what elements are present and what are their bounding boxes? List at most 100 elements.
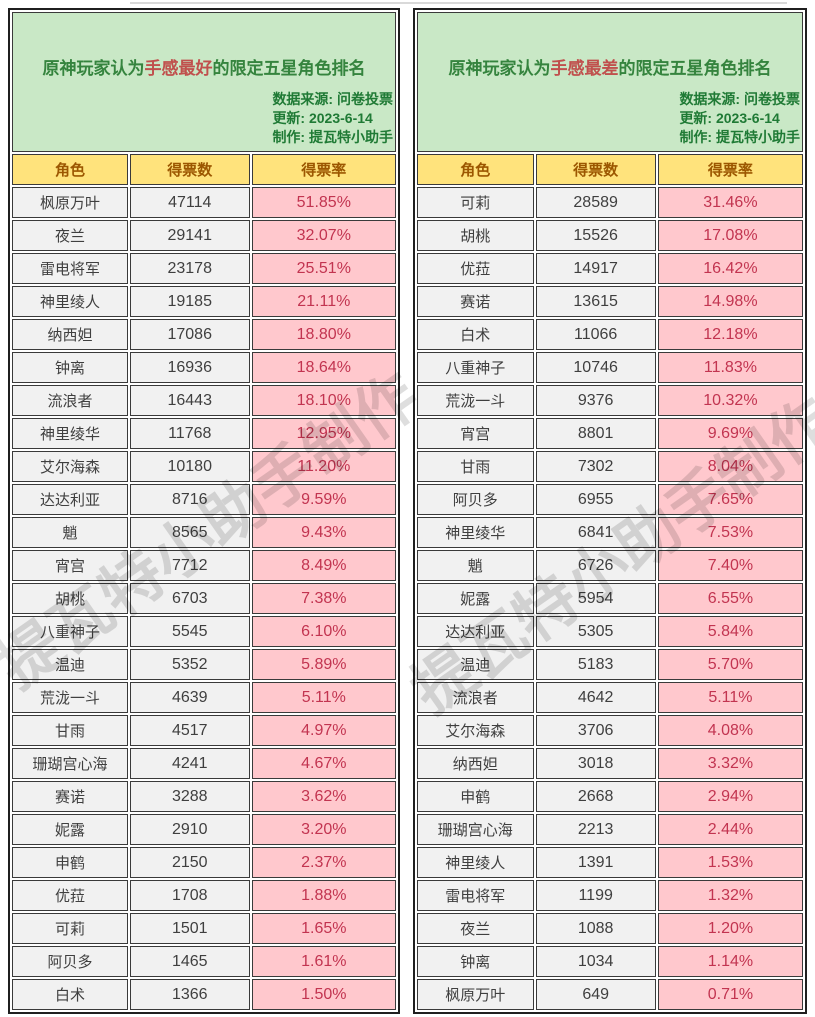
character-cell: 胡桃 [417,220,534,251]
rate-cell: 7.38% [251,583,396,614]
votes-cell: 8801 [535,418,656,449]
table-row: 赛诺 13615 14.98% [417,286,803,317]
votes-cell: 5305 [535,616,656,647]
table-row: 甘雨 7302 8.04% [417,451,803,482]
character-cell: 八重神子 [417,352,534,383]
character-cell: 赛诺 [12,781,128,812]
rate-cell: 1.88% [251,880,396,911]
character-cell: 钟离 [12,352,128,383]
rate-cell: 8.49% [251,550,396,581]
table-meta: 数据来源: 问卷投票 更新: 2023-6-14 制作: 提瓦特小助手 [272,90,393,147]
rate-cell: 4.97% [251,715,396,746]
votes-cell: 4241 [129,748,250,779]
table-row: 白术 1366 1.50% [12,979,396,1010]
rate-cell: 17.08% [657,220,803,251]
table-row: 枫原万叶 47114 51.85% [12,187,396,218]
table-row: 八重神子 5545 6.10% [12,616,396,647]
votes-cell: 1501 [129,913,250,944]
rate-cell: 9.59% [251,484,396,515]
votes-cell: 13615 [535,286,656,317]
character-cell: 甘雨 [12,715,128,746]
table-row: 艾尔海森 10180 11.20% [12,451,396,482]
column-header-votes: 得票数 [129,154,250,185]
table-row: 雷电将军 23178 25.51% [12,253,396,284]
rate-cell: 4.08% [657,715,803,746]
character-cell: 神里绫华 [12,418,128,449]
meta-updated: 更新: 2023-6-14 [272,109,373,126]
table-row: 阿贝多 6955 7.65% [417,484,803,515]
rate-cell: 18.80% [251,319,396,350]
votes-cell: 2213 [535,814,656,845]
character-cell: 赛诺 [417,286,534,317]
rate-cell: 18.64% [251,352,396,383]
table-row: 达达利亚 8716 9.59% [12,484,396,515]
meta-source: 数据来源: 问卷投票 [679,90,800,107]
votes-cell: 3706 [535,715,656,746]
character-cell: 神里绫人 [417,847,534,878]
votes-cell: 4517 [129,715,250,746]
votes-cell: 5954 [535,583,656,614]
votes-cell: 1391 [535,847,656,878]
character-cell: 魈 [12,517,128,548]
table-row: 申鹤 2150 2.37% [12,847,396,878]
votes-cell: 7302 [535,451,656,482]
table-row: 纳西妲 3018 3.32% [417,748,803,779]
character-cell: 阿贝多 [12,946,128,977]
character-cell: 达达利亚 [12,484,128,515]
table-meta: 数据来源: 问卷投票 更新: 2023-6-14 制作: 提瓦特小助手 [679,90,800,147]
character-cell: 雷电将军 [417,880,534,911]
rate-cell: 4.67% [251,748,396,779]
title-highlight: 手感最差 [550,58,619,78]
character-cell: 优菈 [12,880,128,911]
votes-cell: 1708 [129,880,250,911]
worst-feel-ranking-table: 原神玩家认为手感最差的限定五星角色排名 数据来源: 问卷投票 更新: 2023-… [413,8,807,1014]
votes-cell: 1034 [535,946,656,977]
table-row: 神里绫人 1391 1.53% [417,847,803,878]
column-header-character: 角色 [12,154,128,185]
votes-cell: 1366 [129,979,250,1010]
character-cell: 甘雨 [417,451,534,482]
rate-cell: 1.65% [251,913,396,944]
rate-cell: 18.10% [251,385,396,416]
character-cell: 神里绫华 [417,517,534,548]
title-suffix: 的限定五星角色排名 [618,58,772,78]
character-cell: 温迪 [417,649,534,680]
table-row: 可莉 28589 31.46% [417,187,803,218]
rate-cell: 3.20% [251,814,396,845]
votes-cell: 23178 [129,253,250,284]
votes-cell: 6726 [535,550,656,581]
rate-cell: 9.43% [251,517,396,548]
rate-cell: 51.85% [251,187,396,218]
rate-cell: 7.40% [657,550,803,581]
votes-cell: 47114 [129,187,250,218]
watermark-edge-line [130,2,787,4]
table-row: 流浪者 4642 5.11% [417,682,803,713]
rate-cell: 12.95% [251,418,396,449]
votes-cell: 5545 [129,616,250,647]
votes-cell: 29141 [129,220,250,251]
votes-cell: 15526 [535,220,656,251]
table-row: 可莉 1501 1.65% [12,913,396,944]
character-cell: 荒泷一斗 [12,682,128,713]
title-suffix: 的限定五星角色排名 [212,58,366,78]
table-row: 八重神子 10746 11.83% [417,352,803,383]
rate-cell: 5.84% [657,616,803,647]
votes-cell: 649 [535,979,656,1010]
votes-cell: 2150 [129,847,250,878]
rate-cell: 3.62% [251,781,396,812]
character-cell: 宵宫 [12,550,128,581]
meta-source: 数据来源: 问卷投票 [272,90,393,107]
column-header-rate: 得票率 [657,154,803,185]
character-cell: 优菈 [417,253,534,284]
votes-cell: 28589 [535,187,656,218]
table-row: 温迪 5183 5.70% [417,649,803,680]
votes-cell: 1465 [129,946,250,977]
table-row: 妮露 5954 6.55% [417,583,803,614]
table-row: 珊瑚宫心海 4241 4.67% [12,748,396,779]
character-cell: 妮露 [12,814,128,845]
title-highlight: 手感最好 [144,58,213,78]
character-cell: 纳西妲 [417,748,534,779]
table-row: 申鹤 2668 2.94% [417,781,803,812]
votes-cell: 8565 [129,517,250,548]
table-row: 宵宫 7712 8.49% [12,550,396,581]
